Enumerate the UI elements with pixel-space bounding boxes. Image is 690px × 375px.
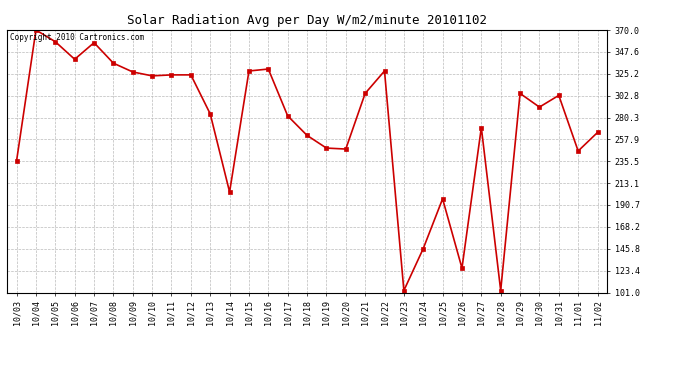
Title: Solar Radiation Avg per Day W/m2/minute 20101102: Solar Radiation Avg per Day W/m2/minute … bbox=[127, 15, 487, 27]
Text: Copyright 2010 Cartronics.com: Copyright 2010 Cartronics.com bbox=[10, 33, 144, 42]
